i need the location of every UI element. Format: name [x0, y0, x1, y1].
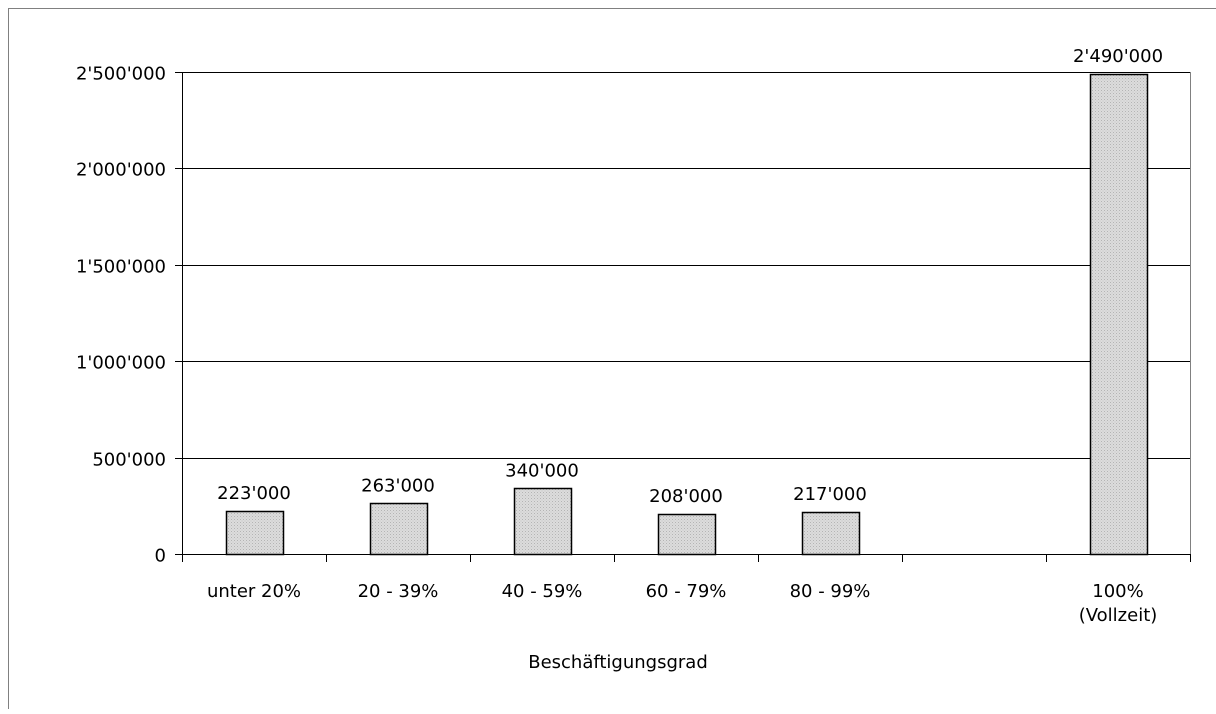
x-tick-label: 100%	[1092, 581, 1143, 602]
y-tick-label: 1'500'000	[76, 257, 166, 278]
bar	[1091, 75, 1148, 555]
outer-border	[9, 9, 1216, 710]
data-label: 2'490'000	[1073, 46, 1163, 67]
data-label: 208'000	[649, 486, 723, 507]
bar	[803, 513, 860, 555]
x-tick-label: 80 - 99%	[790, 581, 871, 602]
y-tick-label: 0	[155, 546, 166, 567]
x-tick-label: 40 - 59%	[502, 581, 583, 602]
data-label: 263'000	[361, 475, 435, 496]
y-tick-label: 2'000'000	[76, 160, 166, 181]
x-tick-label: 60 - 79%	[646, 581, 727, 602]
y-tick-label: 2'500'000	[76, 64, 166, 85]
data-label: 223'000	[217, 483, 291, 504]
grid-lines	[182, 73, 1190, 459]
y-tick-label: 1'000'000	[76, 353, 166, 374]
x-tick-label: (Vollzeit)	[1079, 605, 1158, 626]
y-tick-label: 500'000	[92, 450, 166, 471]
bar	[227, 512, 284, 555]
data-label: 340'000	[505, 460, 579, 481]
x-tick-label: unter 20%	[207, 581, 301, 602]
bar	[371, 504, 428, 555]
bar	[659, 515, 716, 555]
x-axis-title: Beschäftigungsgrad	[528, 652, 708, 673]
x-tick-label: 20 - 39%	[358, 581, 439, 602]
data-label: 217'000	[793, 484, 867, 505]
bar	[515, 489, 572, 555]
